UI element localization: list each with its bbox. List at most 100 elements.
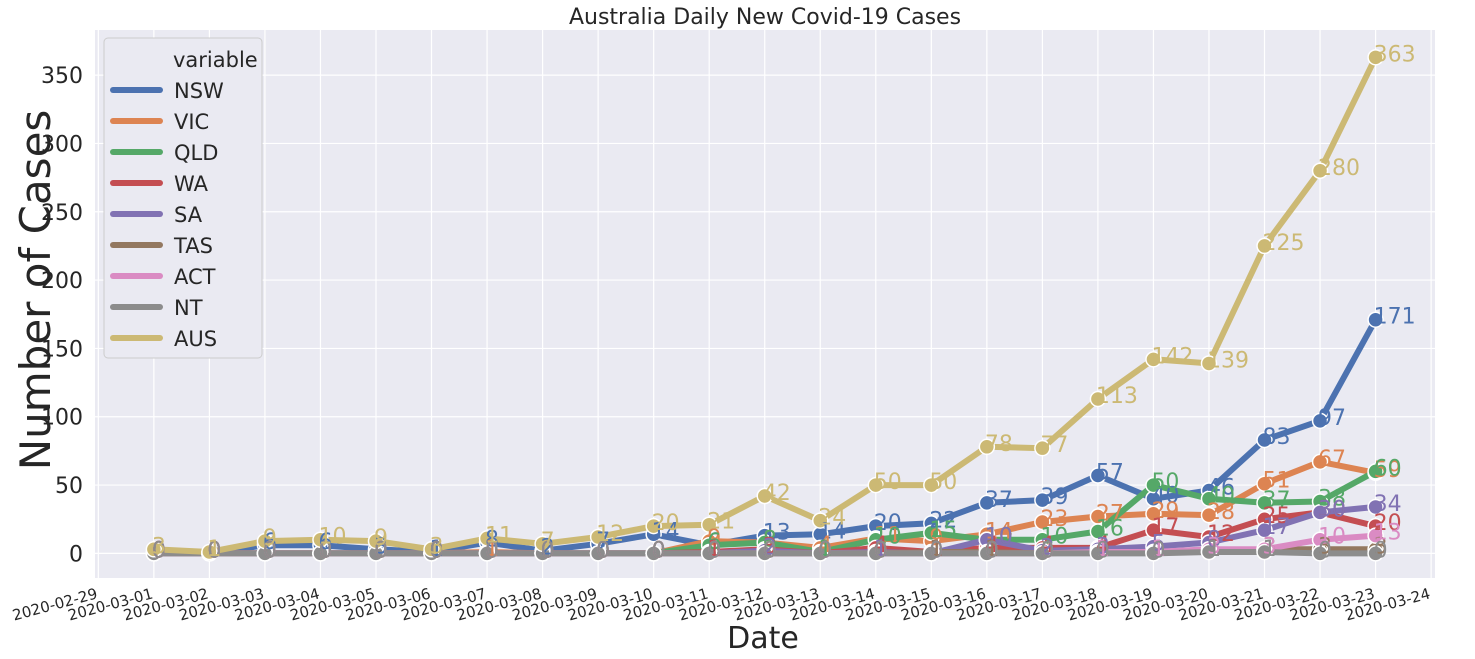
data-label-sa: 0 (707, 538, 721, 563)
data-label-wa: 4 (874, 533, 888, 558)
data-label-sa: 0 (541, 538, 555, 563)
data-label-vic: 9 (929, 526, 943, 551)
data-label-qld: 0 (430, 538, 444, 563)
data-label-tas: 1 (985, 537, 999, 562)
data-label-qld: 0 (596, 538, 610, 563)
data-label-nt: 0 (318, 538, 332, 563)
data-label-nsw: 7 (596, 529, 610, 554)
data-label-aus: 363 (1374, 42, 1416, 67)
data-label-nt: 0 (707, 538, 721, 563)
y-tick-label: 0 (69, 542, 83, 567)
data-label-vic: 11 (874, 523, 902, 548)
data-point-aus (700, 516, 718, 533)
y-tick-label: 50 (55, 474, 83, 499)
legend-entry-aus: AUS (174, 327, 217, 351)
data-label-qld: 0 (652, 538, 666, 563)
data-label-nt: 0 (485, 538, 499, 563)
data-label-nt: 0 (818, 538, 832, 563)
data-point-aus (145, 541, 163, 558)
data-label-vic: 0 (596, 538, 610, 563)
data-label-qld: 10 (1040, 525, 1068, 550)
data-label-wa: 0 (374, 538, 388, 563)
data-label-nsw: 46 (1207, 476, 1235, 501)
data-label-vic: 0 (430, 538, 444, 563)
data-label-tas: 1 (929, 537, 943, 562)
data-label-tas: 0 (318, 538, 332, 563)
data-point-qld (1145, 476, 1162, 494)
data-label-wa: 4 (1096, 533, 1110, 558)
data-label-wa: 0 (485, 538, 499, 563)
data-label-wa: 0 (263, 538, 277, 563)
data-label-nt: 0 (430, 538, 444, 563)
data-point-sa (1256, 521, 1273, 539)
data-label-nsw: 14 (818, 519, 846, 544)
data-label-tas: 0 (596, 538, 610, 563)
data-label-wa: 0 (596, 538, 610, 563)
data-label-wa: 4 (1040, 533, 1054, 558)
data-label-wa: 0 (818, 538, 832, 563)
data-label-vic: 59 (1374, 458, 1402, 483)
data-point-aus (1256, 237, 1273, 255)
data-point-aus (367, 532, 385, 550)
data-label-sa: 0 (207, 538, 221, 563)
data-label-nt: 0 (207, 538, 221, 563)
y-tick-label: 300 (41, 132, 83, 157)
data-label-sa: 0 (152, 538, 166, 563)
data-label-nt: 0 (1374, 538, 1388, 563)
data-label-act: 0 (152, 538, 166, 563)
y-tick-label: 150 (41, 337, 83, 362)
y-tick-labels: 0 50 100 150 200 250 300 350 (41, 64, 83, 567)
data-label-nsw: 1 (430, 537, 444, 562)
points-group (145, 49, 1384, 562)
data-label-wa: 25 (1263, 504, 1291, 529)
data-label-sa: 34 (1374, 492, 1402, 517)
data-label-qld: 0 (318, 538, 332, 563)
data-label-nt: 0 (152, 538, 166, 563)
data-label-nsw: 6 (263, 530, 277, 555)
data-point-nsw (1034, 491, 1051, 509)
data-label-aus: 78 (985, 432, 1013, 457)
legend-entry-qld: QLD (174, 141, 218, 165)
data-label-nsw: 20 (874, 511, 902, 536)
data-point-aus (201, 543, 218, 561)
data-point-nt (1089, 545, 1107, 562)
data-label-tas: 0 (707, 538, 721, 563)
data-label-tas: 3 (1318, 534, 1332, 559)
data-label-nsw: 39 (1040, 485, 1068, 510)
data-label-qld: 15 (929, 518, 957, 543)
data-point-nt (756, 545, 773, 562)
data-label-qld: 0 (485, 538, 499, 563)
data-point-qld (923, 524, 940, 542)
data-label-sa: 0 (430, 538, 444, 563)
data-label-vic: 0 (652, 538, 666, 563)
data-point-qld (1256, 494, 1273, 512)
legend-entry-wa: WA (174, 172, 209, 196)
data-point-aus (312, 531, 329, 548)
data-label-aus: 21 (707, 510, 735, 535)
data-label-act: 0 (985, 538, 999, 563)
data-label-act: 1 (1096, 537, 1110, 562)
data-label-aus: 7 (541, 529, 555, 554)
data-label-wa: 12 (1207, 522, 1235, 547)
data-label-tas: 1 (1151, 537, 1165, 562)
data-label-act: 3 (1263, 534, 1277, 559)
data-point-aus (589, 528, 607, 546)
data-point-nt (1034, 545, 1051, 562)
data-label-tas: 0 (263, 538, 277, 563)
y-tick-label: 200 (41, 269, 83, 294)
data-label-aus: 3 (430, 534, 444, 559)
data-label-vic: 0 (207, 538, 221, 563)
data-label-qld: 10 (874, 525, 902, 550)
data-label-aus: 225 (1263, 231, 1305, 256)
data-label-act: 0 (707, 538, 721, 563)
data-point-nt (978, 545, 996, 562)
data-point-aus (1034, 439, 1051, 457)
data-point-aus (1089, 390, 1107, 408)
data-label-act: 0 (318, 538, 332, 563)
data-label-nt: 0 (541, 538, 555, 563)
data-label-wa: 1 (707, 537, 721, 562)
data-label-vic: 28 (1207, 500, 1235, 525)
data-label-act: 0 (818, 538, 832, 563)
data-label-nt: 0 (985, 538, 999, 563)
data-label-nt: 1 (1263, 537, 1277, 562)
